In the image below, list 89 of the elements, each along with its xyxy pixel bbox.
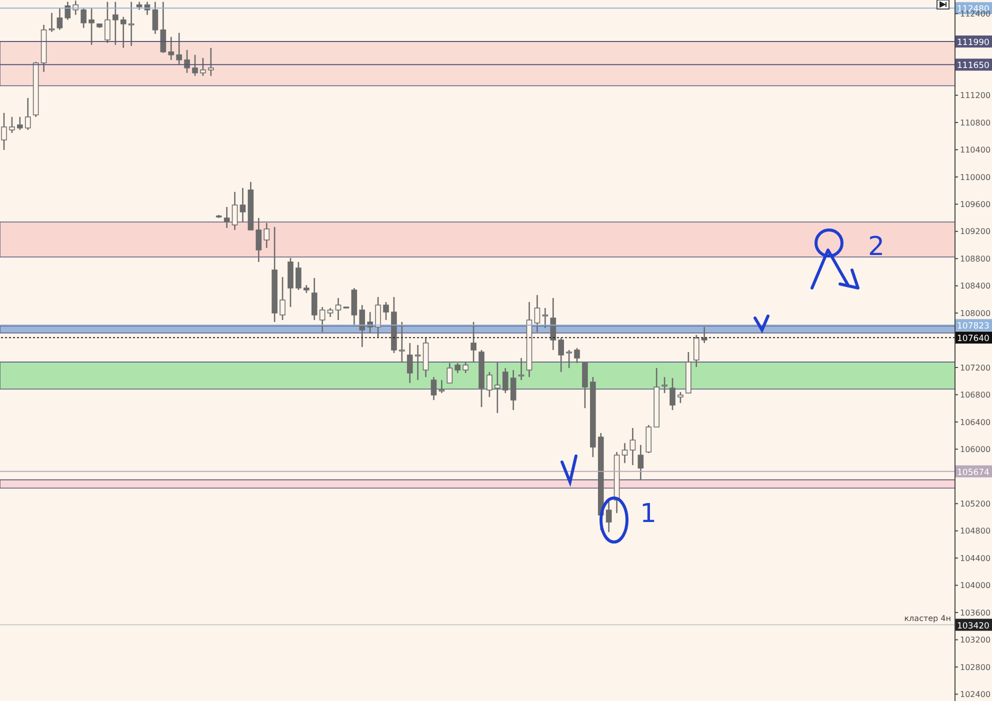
candlestick <box>112 1 118 46</box>
candlestick <box>311 277 318 321</box>
candlestick <box>701 326 708 344</box>
candlestick <box>406 342 413 384</box>
y-tick-label: 104400 <box>960 554 991 563</box>
y-tick-label: 106000 <box>960 445 991 454</box>
y-tick-label: 103200 <box>960 636 991 645</box>
candlestick <box>224 206 230 229</box>
candlestick <box>446 362 453 384</box>
candlestick <box>399 321 405 363</box>
candlestick <box>502 367 508 394</box>
candlestick <box>280 276 286 321</box>
candlestick <box>454 362 461 374</box>
candlestick <box>232 191 238 231</box>
candlestick <box>574 347 580 364</box>
candlestick <box>678 391 684 404</box>
candlestick <box>462 361 468 374</box>
ref-line-label: 111650 <box>957 61 990 72</box>
candlestick <box>566 349 572 369</box>
candlestick <box>192 54 198 77</box>
candlestick <box>240 187 246 223</box>
candlestick <box>518 357 524 381</box>
candlestick <box>383 301 389 321</box>
y-tick-label: 110400 <box>960 146 991 155</box>
ref-line-label: 103420 <box>957 621 990 632</box>
candlestick <box>550 297 556 351</box>
y-tick-label: 110000 <box>960 172 991 182</box>
y-tick-label: 109200 <box>960 227 991 236</box>
candlestick <box>359 304 366 348</box>
y-tick-label: 106800 <box>960 390 991 400</box>
candlestick <box>414 344 421 381</box>
candlestick <box>319 306 326 333</box>
y-tick-label: 108000 <box>960 308 991 318</box>
candlestick <box>176 32 182 66</box>
candlestick <box>430 376 437 401</box>
y-tick-label: 108400 <box>960 282 991 291</box>
y-tick-label: 111200 <box>960 91 991 100</box>
ref-line-label: 105674 <box>957 468 990 478</box>
y-tick-label: 106400 <box>960 418 991 427</box>
candlestick <box>622 442 628 464</box>
y-tick-label: 103600 <box>960 608 991 618</box>
y-tick-label: 102800 <box>960 662 991 672</box>
candlestick <box>494 361 500 414</box>
candlestick <box>470 321 476 363</box>
y-tick-label: 110800 <box>960 118 991 128</box>
candlestick <box>693 334 700 368</box>
candlestick <box>120 16 126 48</box>
ref-line-label: 107640 <box>957 334 990 344</box>
candlestick <box>510 369 516 411</box>
y-tick-label: 105200 <box>960 499 991 508</box>
candlestick <box>56 7 63 31</box>
candlestick <box>208 47 214 77</box>
candlestick <box>630 427 636 466</box>
ref-line-label: 111990 <box>957 38 990 48</box>
candlestick <box>438 379 445 394</box>
candlestick <box>486 371 492 398</box>
candlestick <box>17 116 23 131</box>
candlestick <box>168 36 174 61</box>
candlestick <box>184 49 190 74</box>
candlestick <box>375 296 381 338</box>
candlestick <box>534 294 540 333</box>
y-tick-label: 104000 <box>960 581 991 590</box>
candlestick <box>24 97 31 131</box>
annotation: кластер 4н <box>904 614 951 623</box>
y-tick-label: 109600 <box>960 200 991 210</box>
candlestick <box>256 217 262 263</box>
candlestick <box>152 1 158 35</box>
candlestick <box>200 57 206 77</box>
y-tick-label: 107200 <box>960 363 991 372</box>
ref-line-label: 107823 <box>957 322 990 332</box>
candlestick <box>80 7 86 29</box>
candlestick <box>296 261 302 291</box>
candlestick <box>542 307 548 329</box>
candlestick <box>558 337 564 373</box>
y-tick-label: 104800 <box>960 526 991 536</box>
annotation: 2 <box>868 232 885 262</box>
candlestick <box>662 376 668 394</box>
y-tick-label: 108800 <box>960 254 991 264</box>
candlestick <box>9 116 15 134</box>
annotation: 1 <box>640 499 657 529</box>
candlestick <box>88 7 94 46</box>
y-tick-label: 102400 <box>960 690 991 700</box>
candlestick <box>160 1 166 54</box>
candlestick <box>638 444 644 481</box>
candlestick <box>606 499 612 533</box>
candlestick <box>264 222 270 249</box>
candlestick <box>670 377 676 411</box>
candlestick <box>48 12 55 32</box>
candlestick <box>335 297 342 321</box>
